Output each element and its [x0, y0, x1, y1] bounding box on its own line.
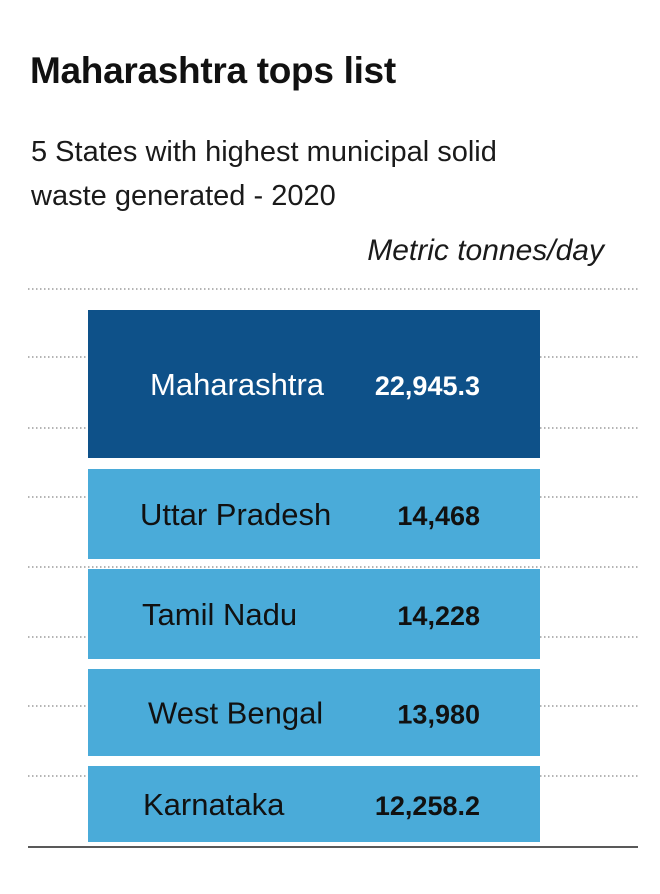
bar-karnataka — [88, 766, 540, 842]
bar-west-bengal — [88, 669, 540, 756]
category-label-maharashtra: Maharashtra — [150, 367, 325, 402]
chart-title: Maharashtra tops list — [30, 50, 396, 91]
category-label-west-bengal: West Bengal — [148, 696, 323, 731]
bar-tamil-nadu — [88, 569, 540, 659]
value-label-maharashtra: 22,945.3 — [375, 371, 480, 401]
unit-label: Metric tonnes/day — [367, 234, 604, 267]
value-label-tamil-nadu: 14,228 — [397, 601, 480, 631]
bar-uttar-pradesh — [88, 469, 540, 559]
value-label-uttar-pradesh: 14,468 — [397, 501, 480, 531]
value-label-karnataka: 12,258.2 — [375, 791, 480, 821]
category-label-uttar-pradesh: Uttar Pradesh — [140, 497, 331, 532]
category-label-karnataka: Karnataka — [143, 787, 285, 822]
category-label-tamil-nadu: Tamil Nadu — [142, 597, 297, 632]
bar-maharashtra — [88, 310, 540, 458]
chart-subtitle: 5 States with highest municipal solid wa… — [31, 136, 497, 212]
value-label-west-bengal: 13,980 — [397, 700, 480, 730]
